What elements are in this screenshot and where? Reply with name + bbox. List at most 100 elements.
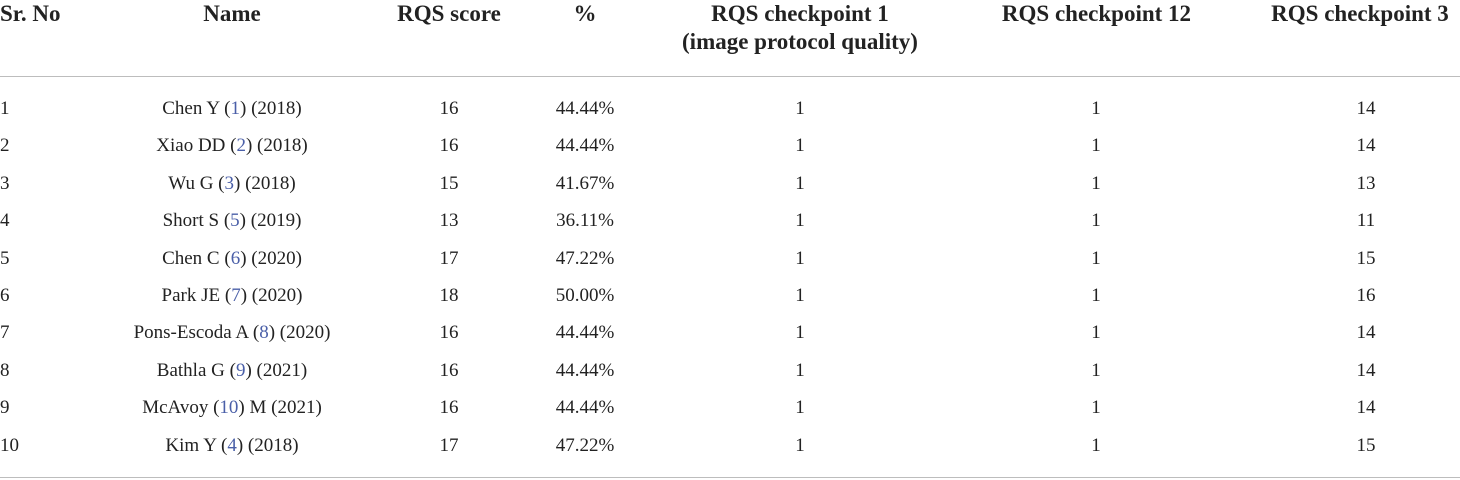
cell-percent: 36.11%: [556, 210, 614, 231]
cell-checkpoint-12: 1: [1091, 135, 1101, 156]
table-row: 6 Park JE (7) (2020) 18 50.00% 1 1 16: [0, 284, 1460, 321]
cell-sr-no: 4: [0, 210, 10, 231]
cell-rqs-score: 16: [439, 322, 459, 343]
name-year: ) M (2021): [238, 397, 322, 418]
cell-name: Kim Y (4) (2018): [82, 434, 382, 458]
cell-sr-no: 2: [0, 135, 10, 156]
cell-checkpoint-12: 1: [1091, 98, 1101, 119]
name-year: ) (2020): [240, 248, 302, 269]
cell-name: Bathla G (9) (2021): [82, 359, 382, 383]
cell-name: Park JE (7) (2020): [82, 284, 382, 308]
cell-rqs-score: 17: [439, 248, 459, 269]
cell-percent: 44.44%: [555, 397, 615, 418]
cell-checkpoint-3: 16: [1356, 285, 1376, 306]
reference-link[interactable]: 10: [219, 397, 239, 418]
name-year: ) (2020): [240, 285, 303, 306]
name-text: Kim Y (: [165, 435, 228, 456]
cell-percent: 44.44%: [555, 360, 615, 381]
name-text: McAvoy (: [142, 397, 220, 418]
cell-checkpoint-1: 1: [795, 322, 805, 343]
cell-sr-no: 10: [0, 435, 19, 456]
reference-link[interactable]: 5: [230, 210, 240, 231]
cell-checkpoint-1: 1: [795, 248, 805, 269]
reference-link[interactable]: 7: [231, 285, 241, 306]
header-percent: %: [573, 1, 597, 26]
cell-name: Pons-Escoda A (8) (2020): [82, 321, 382, 345]
cell-checkpoint-12: 1: [1091, 285, 1101, 306]
table-row: 7 Pons-Escoda A (8) (2020) 16 44.44% 1 1…: [0, 321, 1460, 358]
reference-link[interactable]: 9: [235, 360, 246, 381]
cell-checkpoint-3: 14: [1356, 98, 1376, 119]
name-year: ) (2018): [240, 98, 302, 119]
cell-sr-no: 1: [0, 98, 10, 119]
cell-checkpoint-1: 1: [795, 173, 805, 194]
cell-percent: 47.22%: [555, 248, 615, 269]
cell-rqs-score: 15: [439, 173, 459, 194]
cell-checkpoint-3: 14: [1356, 397, 1376, 418]
table-row: 1 Chen Y (1) (2018) 16 44.44% 1 1 14: [0, 97, 1460, 134]
cell-checkpoint-1: 1: [795, 285, 805, 306]
cell-name: Xiao DD (2) (2018): [82, 134, 382, 158]
table-bottom-rule: [0, 477, 1460, 478]
header-checkpoint-1: RQS checkpoint 1 (image protocol quality…: [650, 0, 950, 56]
cell-checkpoint-3: 14: [1356, 135, 1376, 156]
header-checkpoint-1-line1: RQS checkpoint 1: [711, 1, 889, 26]
reference-link[interactable]: 3: [224, 173, 235, 194]
cell-rqs-score: 16: [439, 397, 459, 418]
cell-checkpoint-12: 1: [1091, 248, 1101, 269]
cell-checkpoint-12: 1: [1091, 397, 1101, 418]
cell-checkpoint-3: 11: [1356, 210, 1376, 231]
table-row: 2 Xiao DD (2) (2018) 16 44.44% 1 1 14: [0, 134, 1460, 171]
header-checkpoint-1-line2: (image protocol quality): [682, 29, 918, 54]
cell-name: McAvoy (10) M (2021): [82, 396, 382, 420]
header-divider: [0, 76, 1460, 77]
name-text: Chen Y (: [162, 98, 231, 119]
reference-link[interactable]: 6: [230, 248, 241, 269]
cell-checkpoint-3: 14: [1356, 360, 1376, 381]
table-row: 9 McAvoy (10) M (2021) 16 44.44% 1 1 14: [0, 396, 1460, 433]
reference-link[interactable]: 1: [230, 98, 241, 119]
name-text: Chen C (: [162, 248, 231, 269]
reference-link[interactable]: 8: [259, 322, 269, 343]
header-checkpoint-3: RQS checkpoint 3: [1271, 1, 1449, 26]
cell-sr-no: 6: [0, 285, 10, 306]
cell-percent: 50.00%: [555, 285, 615, 306]
name-text: Bathla G (: [156, 360, 236, 381]
cell-checkpoint-12: 1: [1091, 210, 1101, 231]
cell-checkpoint-3: 14: [1356, 322, 1376, 343]
header-sr-no: Sr. No: [0, 1, 61, 26]
cell-checkpoint-1: 1: [795, 435, 805, 456]
cell-checkpoint-3: 15: [1356, 248, 1376, 269]
table-row: 3 Wu G (3) (2018) 15 41.67% 1 1 13: [0, 172, 1460, 209]
cell-checkpoint-3: 15: [1356, 435, 1376, 456]
name-year: ) (2021): [245, 360, 308, 381]
header-checkpoint-12: RQS checkpoint 12: [1001, 1, 1192, 26]
name-text: Wu G (: [168, 173, 225, 194]
table-row: 8 Bathla G (9) (2021) 16 44.44% 1 1 14: [0, 359, 1460, 396]
cell-rqs-score: 16: [439, 135, 459, 156]
name-year: ) (2019): [239, 210, 302, 231]
cell-sr-no: 3: [0, 173, 10, 194]
cell-rqs-score: 13: [439, 210, 459, 231]
cell-checkpoint-12: 1: [1091, 360, 1101, 381]
cell-checkpoint-1: 1: [795, 210, 805, 231]
cell-percent: 44.44%: [555, 322, 615, 343]
cell-percent: 47.22%: [555, 435, 615, 456]
name-text: Xiao DD (: [156, 135, 237, 156]
cell-percent: 44.44%: [555, 98, 615, 119]
reference-link[interactable]: 4: [227, 435, 237, 456]
cell-checkpoint-1: 1: [795, 360, 805, 381]
cell-percent: 44.44%: [555, 135, 615, 156]
name-year: ) (2018): [236, 435, 299, 456]
cell-sr-no: 5: [0, 248, 10, 269]
reference-link[interactable]: 2: [236, 135, 246, 156]
cell-checkpoint-1: 1: [795, 397, 805, 418]
header-rqs-score: RQS score: [397, 1, 501, 26]
table-row: 4 Short S (5) (2019) 13 36.11% 1 1 11: [0, 209, 1460, 246]
cell-sr-no: 9: [0, 397, 10, 418]
cell-rqs-score: 16: [439, 360, 459, 381]
table-row: 5 Chen C (6) (2020) 17 47.22% 1 1 15: [0, 247, 1460, 284]
cell-percent: 41.67%: [555, 173, 615, 194]
name-year: ) (2018): [234, 173, 296, 194]
cell-checkpoint-12: 1: [1091, 435, 1101, 456]
